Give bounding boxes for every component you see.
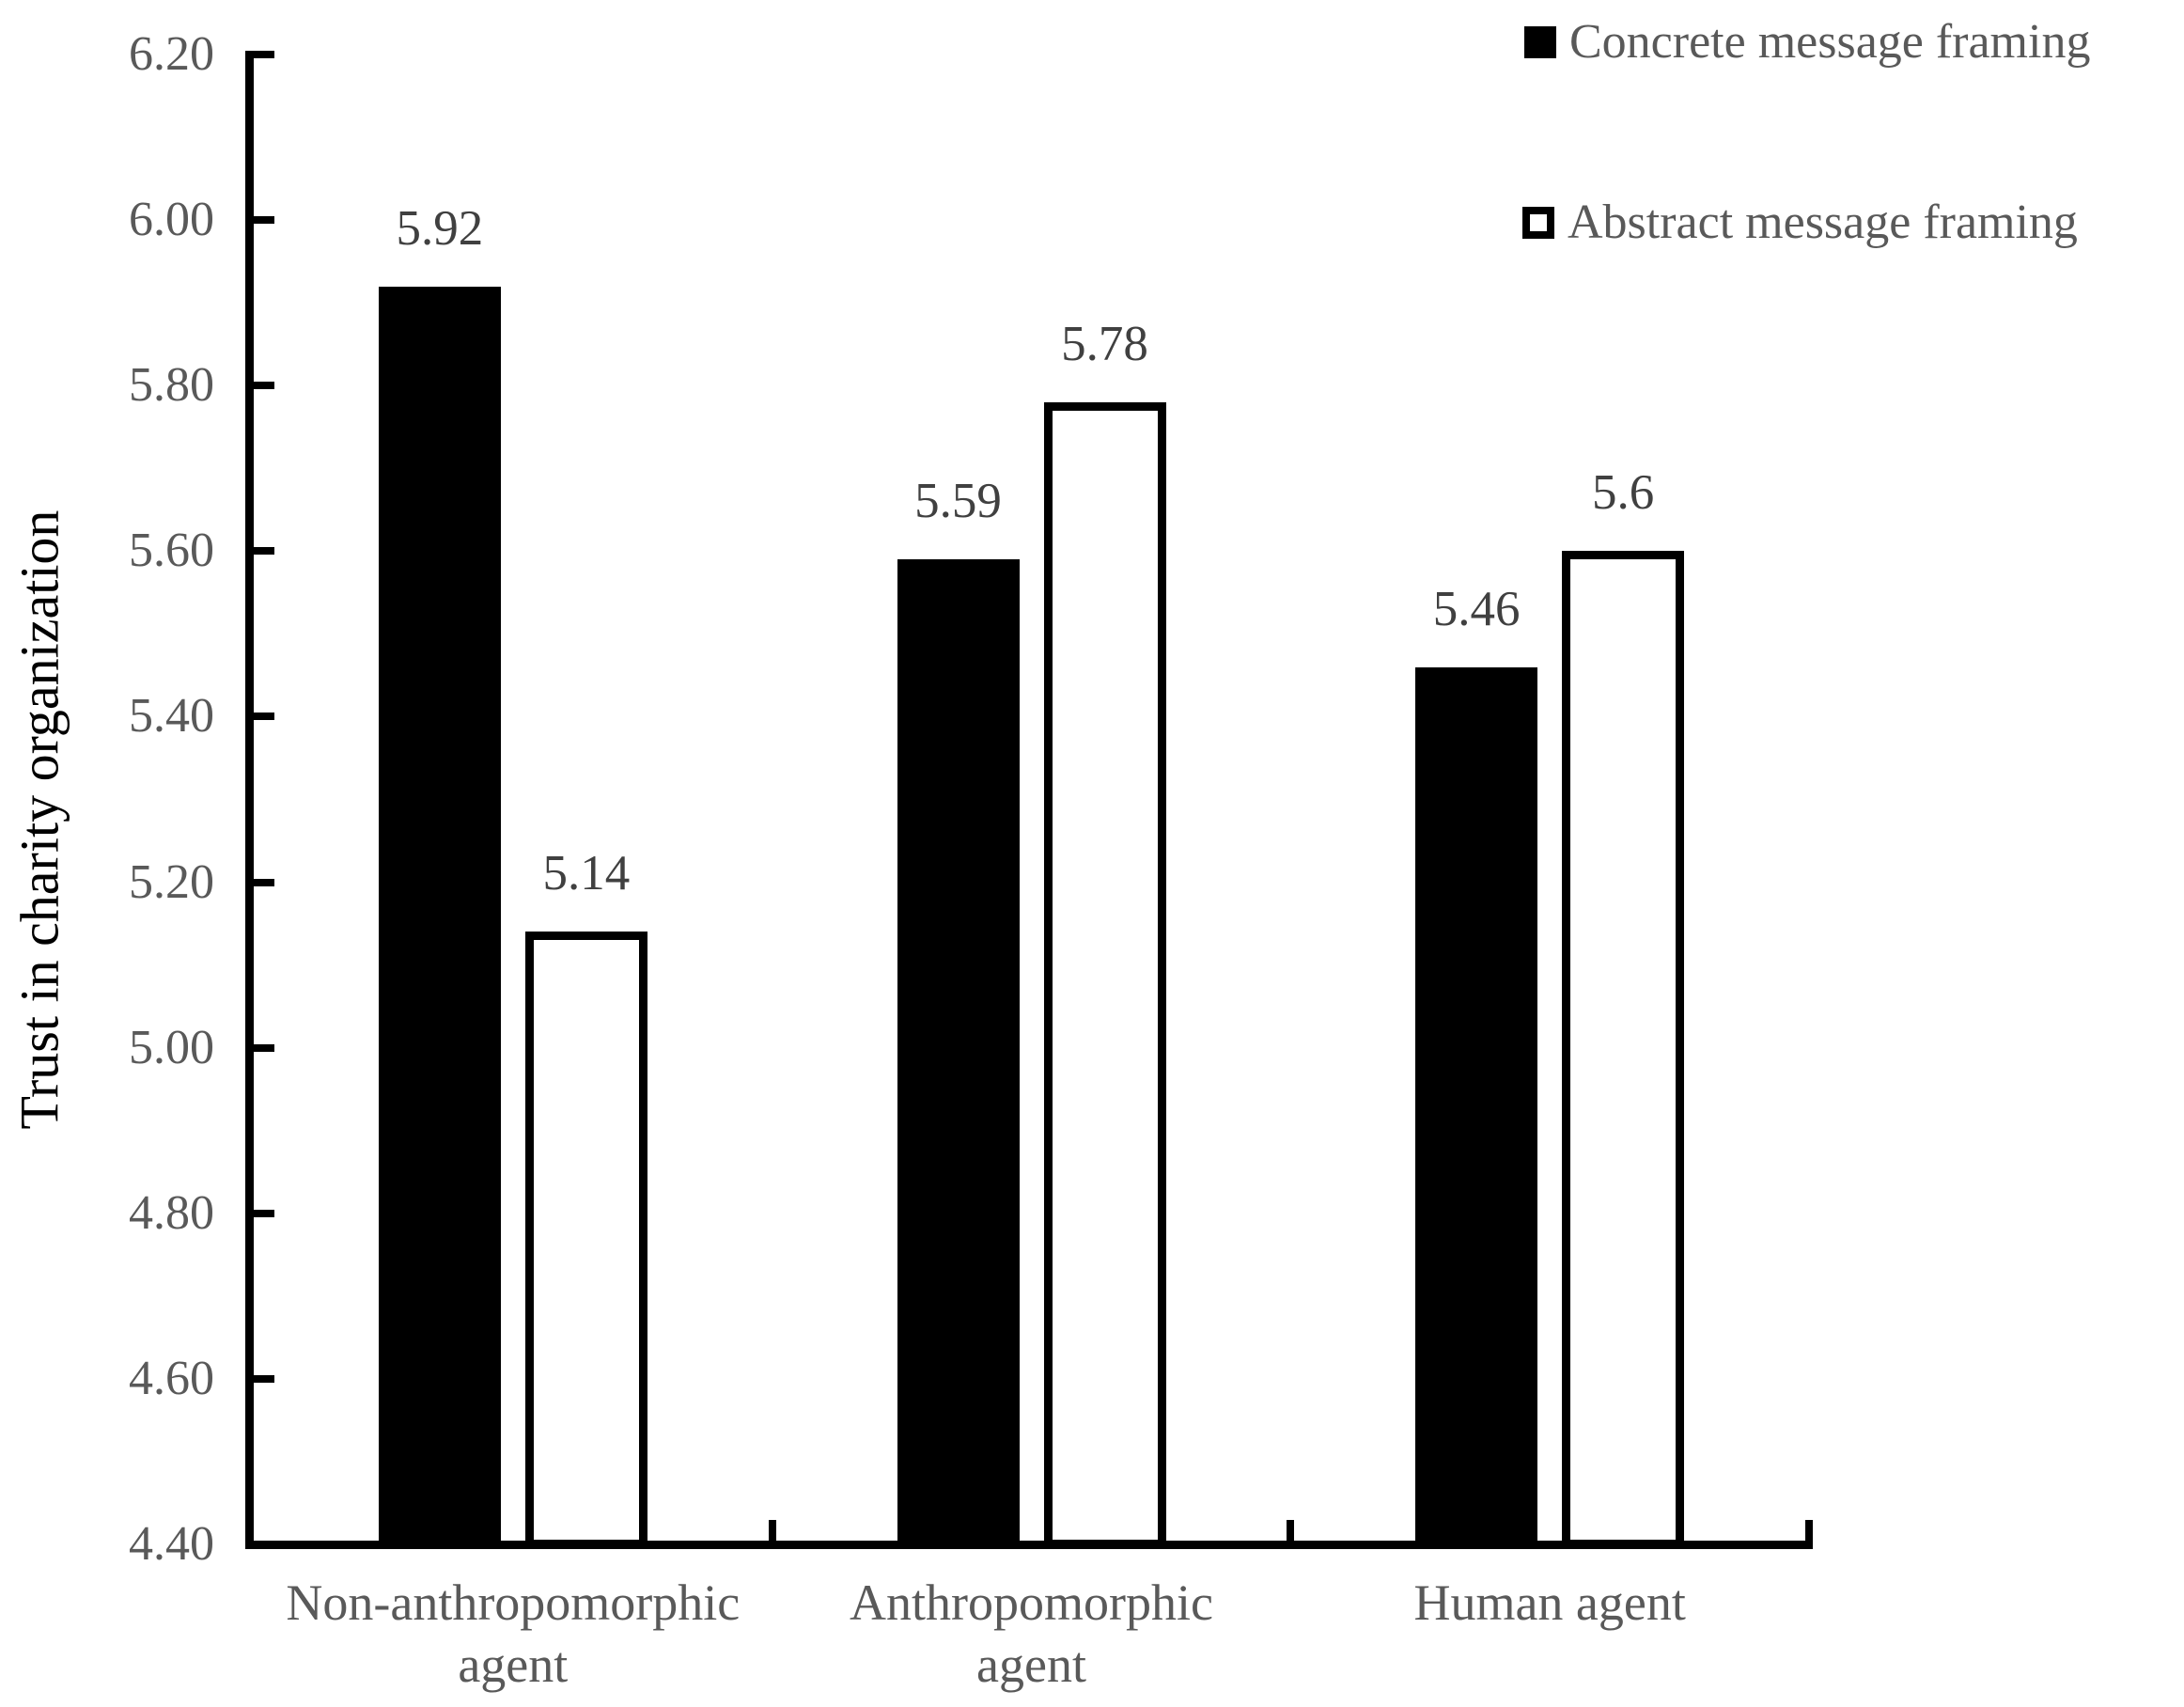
x-tick-mark <box>1805 1520 1813 1544</box>
legend-label-abstract: Abstract message framing <box>1568 196 2078 249</box>
data-label-abstract-0: 5.14 <box>542 846 631 901</box>
bar-concrete-2 <box>1415 666 1538 1548</box>
y-tick-mark <box>254 1541 274 1548</box>
category-label-0: Non-anthropomorphic agent <box>286 1574 741 1693</box>
data-label-concrete-2: 5.46 <box>1432 581 1521 636</box>
legend-marker-abstract-icon <box>1522 207 1554 239</box>
y-tick-label: 4.40 <box>129 1517 214 1571</box>
data-label-abstract-1: 5.78 <box>1061 316 1148 371</box>
data-label-concrete-0: 5.92 <box>396 200 484 256</box>
y-axis-line <box>245 51 254 1548</box>
bar-abstract-2 <box>1562 551 1685 1548</box>
y-tick-label: 5.80 <box>129 358 214 413</box>
bar-concrete-1 <box>897 559 1020 1548</box>
y-tick-label: 5.60 <box>129 524 214 578</box>
bar-abstract-0 <box>524 932 647 1548</box>
category-label-1: Anthropomorphic agent <box>850 1574 1213 1693</box>
category-label-2: Human agent <box>1413 1574 1686 1631</box>
y-tick-mark <box>254 878 274 886</box>
legend-item-concrete: Concrete message framing <box>1524 9 2090 75</box>
y-tick-label: 6.20 <box>129 27 214 81</box>
y-tick-label: 4.60 <box>129 1351 214 1405</box>
legend-item-abstract: Abstract message framing <box>1522 190 2078 256</box>
data-label-abstract-2: 5.6 <box>1592 465 1655 521</box>
y-tick-label: 6.00 <box>129 193 214 247</box>
x-axis-line <box>245 1541 1813 1549</box>
y-tick-label: 5.20 <box>129 854 214 909</box>
y-tick-mark <box>254 216 274 225</box>
y-tick-mark <box>254 1374 274 1383</box>
y-tick-label: 5.40 <box>129 689 214 744</box>
y-tick-mark <box>254 1209 274 1217</box>
x-tick-mark <box>1287 1520 1295 1544</box>
y-tick-label: 4.80 <box>129 1185 214 1240</box>
y-tick-mark <box>254 547 274 556</box>
data-label-concrete-1: 5.59 <box>914 474 1002 529</box>
y-tick-label: 5.00 <box>129 1020 214 1074</box>
y-tick-mark <box>254 713 274 721</box>
y-tick-mark <box>254 51 274 58</box>
y-tick-mark <box>254 382 274 390</box>
y-tick-mark <box>254 1043 274 1052</box>
legend-label-concrete: Concrete message framing <box>1569 15 2091 69</box>
bar-abstract-1 <box>1043 401 1166 1548</box>
x-tick-mark <box>768 1520 776 1544</box>
legend-marker-concrete-icon <box>1524 26 1556 58</box>
bar-concrete-0 <box>378 286 501 1548</box>
